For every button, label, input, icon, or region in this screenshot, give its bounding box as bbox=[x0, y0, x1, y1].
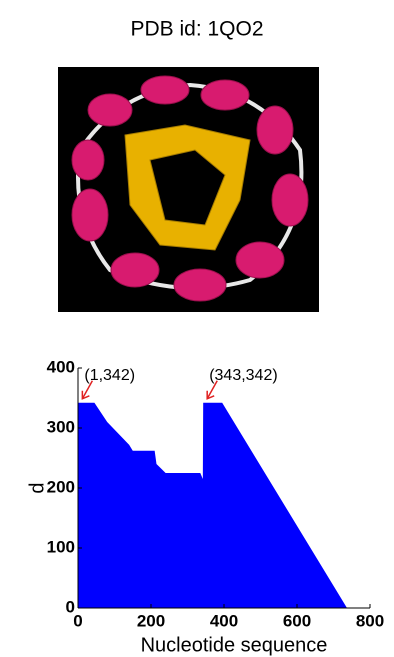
y-tick-label: 300 bbox=[47, 417, 75, 436]
x-tick-label: 800 bbox=[356, 611, 384, 630]
chart-title: PDB id: 1QO2 bbox=[130, 18, 263, 41]
y-tick-label: 100 bbox=[47, 537, 75, 556]
y-axis-label: d bbox=[26, 482, 48, 493]
area bbox=[78, 403, 347, 608]
x-tick-label: 200 bbox=[137, 611, 165, 630]
x-tick-label: 0 bbox=[73, 611, 82, 630]
figure: PDB id: 1QO2 01002003004000200400600800N… bbox=[0, 0, 394, 657]
x-axis-label: Nucleotide sequence bbox=[141, 634, 328, 656]
x-tick-label: 600 bbox=[283, 611, 311, 630]
y-tick-label: 200 bbox=[47, 477, 75, 496]
y-tick-label: 400 bbox=[47, 357, 75, 376]
protein-image bbox=[58, 67, 319, 312]
annotation: (343,342) bbox=[209, 367, 278, 384]
x-tick-label: 400 bbox=[210, 611, 238, 630]
